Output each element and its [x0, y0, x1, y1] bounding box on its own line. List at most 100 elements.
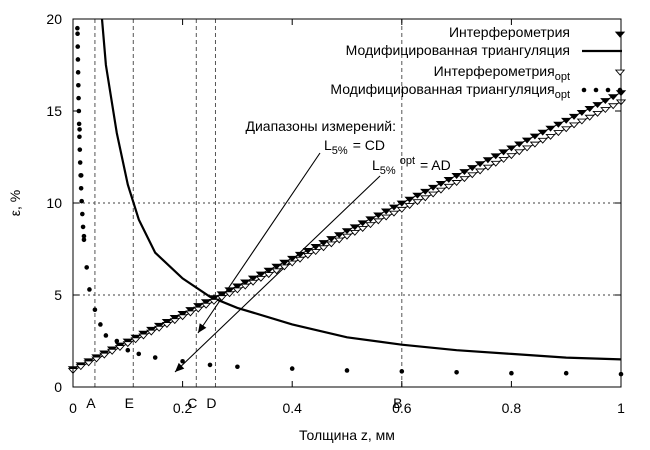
series-marker: [490, 160, 501, 167]
legend-label-mod-triangulation-opt: Модифицированная триангуляцияopt: [330, 81, 570, 101]
series-point: [81, 233, 87, 239]
series-marker: [396, 206, 407, 213]
series-marker: [412, 199, 423, 206]
series-marker: [185, 310, 196, 317]
series-marker: [388, 204, 400, 211]
series-marker: [247, 275, 259, 282]
series-marker: [482, 157, 494, 164]
series-marker: [287, 260, 298, 267]
series-marker: [607, 94, 619, 101]
series-marker: [498, 157, 509, 163]
series-marker: [232, 287, 243, 294]
series-point: [75, 25, 80, 31]
x-tick-label: 0.8: [502, 400, 522, 416]
series-marker: [568, 122, 580, 129]
annotation-l5-opt: L5%opt = AD: [372, 155, 451, 177]
series-marker: [357, 220, 368, 227]
grid-lines: [73, 202, 621, 296]
x-tick-label: 0: [69, 400, 77, 416]
legend-sample-mod-triangulation-opt: [617, 87, 623, 93]
series-point: [125, 347, 131, 353]
series-marker: [521, 137, 533, 144]
series-marker: [349, 229, 361, 236]
series-point: [76, 95, 81, 101]
series-marker: [83, 360, 94, 367]
series-marker: [302, 247, 314, 254]
axis-ticks: [72, 18, 622, 388]
series-point: [152, 355, 158, 360]
series-marker: [146, 329, 157, 336]
series-marker: [380, 208, 392, 215]
series-point: [454, 369, 459, 375]
series-marker: [130, 337, 141, 344]
series-point: [509, 370, 514, 376]
series-point: [77, 147, 83, 152]
series-marker: [553, 130, 564, 137]
series-marker: [420, 195, 431, 202]
y-tick-label: 5: [54, 287, 62, 303]
series-marker: [161, 318, 173, 325]
series-marker: [365, 216, 376, 223]
series-marker: [240, 283, 251, 290]
series-point: [87, 287, 92, 292]
x-tick-label: 1: [617, 400, 625, 416]
legend: Интерферометрия Модифицированная триангу…: [330, 24, 626, 101]
series-marker: [318, 240, 329, 247]
series-marker: [388, 210, 400, 217]
series-marker: [537, 129, 548, 136]
series-marker: [146, 326, 157, 333]
series-marker: [600, 107, 611, 114]
series-marker: [592, 102, 603, 109]
legend-sample-mod-triangulation-opt: [605, 87, 611, 93]
series-marker: [514, 141, 525, 148]
series-marker: [208, 299, 220, 305]
annotation-arrows: [174, 152, 381, 373]
series-point: [289, 366, 295, 371]
series-marker: [459, 176, 470, 183]
series-point: [77, 134, 82, 140]
series-marker: [287, 255, 298, 262]
series-point: [75, 44, 81, 49]
series-marker: [373, 218, 384, 225]
arrow-l5-head: [198, 323, 207, 333]
series-point: [78, 185, 84, 191]
reference-label-D: D: [206, 395, 216, 411]
series-marker: [443, 183, 454, 190]
arrow-l5: [197, 152, 321, 334]
series-marker: [279, 264, 290, 271]
series-marker: [412, 192, 423, 199]
series-marker: [326, 236, 337, 243]
series-marker: [474, 168, 486, 175]
series-marker: [216, 291, 227, 298]
series-point: [75, 31, 80, 37]
series-marker: [561, 126, 572, 133]
series-marker: [357, 226, 368, 233]
series-point: [344, 368, 350, 373]
series-marker: [529, 141, 541, 148]
series-marker: [404, 196, 415, 203]
x-tick-label: 0.4: [282, 400, 302, 416]
series-point: [75, 70, 81, 75]
series-marker: [443, 177, 454, 183]
series-marker: [600, 98, 611, 105]
series-marker: [169, 318, 180, 325]
reference-label-A: A: [86, 395, 96, 411]
series-marker: [341, 228, 353, 235]
series-marker: [576, 118, 588, 125]
series-marker: [91, 356, 102, 363]
series-marker: [106, 348, 118, 355]
series-marker: [467, 172, 478, 179]
series-point: [98, 322, 103, 327]
y-tick-labels: 0 5 10 15 20: [46, 11, 62, 395]
series-marker: [537, 137, 548, 144]
series-marker: [576, 109, 588, 116]
y-tick-label: 15: [46, 103, 62, 119]
series-layer: [67, 18, 627, 377]
series-marker: [185, 307, 196, 314]
series-marker: [420, 188, 431, 195]
series-marker: [75, 364, 87, 371]
series-marker: [333, 237, 345, 244]
series-marker: [294, 256, 306, 263]
